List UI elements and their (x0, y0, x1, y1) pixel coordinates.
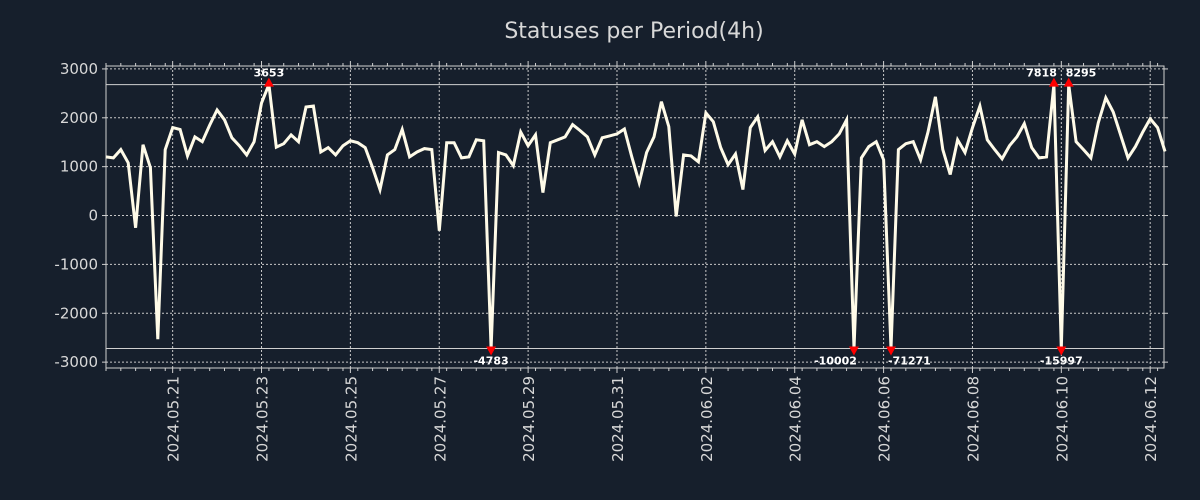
x-tick-label: 2024.06.10 (1053, 376, 1071, 462)
outlier-label: -15997 (1040, 354, 1083, 367)
x-tick-label: 2024.05.29 (520, 376, 538, 462)
y-tick-label: 3000 (60, 60, 98, 78)
outlier-label: 3653 (254, 67, 285, 80)
y-tick-label: 2000 (60, 109, 98, 127)
outlier-marker (848, 346, 859, 356)
series (105, 84, 1167, 349)
outlier-label: -71271 (888, 354, 931, 367)
outlier-label: -4783 (473, 354, 508, 367)
series-line (105, 84, 1167, 349)
y-tick-label: 1000 (60, 158, 98, 176)
outlier-marker (1056, 346, 1067, 356)
y-tick-label: -1000 (54, 255, 98, 273)
plot-frame (105, 65, 1165, 369)
x-tick-label: 2024.06.04 (787, 376, 805, 462)
x-tick-label: 2024.06.02 (698, 376, 716, 462)
outlier-marker (1063, 77, 1074, 87)
x-tick-label: 2024.06.12 (1142, 376, 1160, 462)
x-tick-label: 2024.05.25 (342, 376, 360, 462)
outlier-marker (486, 346, 497, 356)
x-tick-label: 2024.05.21 (165, 376, 183, 462)
outlier-label: 8295 (1066, 67, 1097, 80)
outlier-markers: 3653 -4783 -10002 -71271 7818 -15997 8295 (254, 67, 1097, 368)
y-tick-label: -3000 (54, 353, 98, 371)
x-tick-label: 2024.05.23 (254, 376, 272, 462)
grid (106, 66, 1164, 368)
y-tick-label: -2000 (54, 304, 98, 322)
x-tick-label: 2024.06.06 (876, 376, 894, 462)
chart-title: Statuses per Period(4h) (504, 19, 763, 44)
y-tick-label: 0 (88, 207, 98, 225)
outlier-marker (885, 346, 896, 356)
axes: 3000 2000 1000 0 -1000 -2000 -3000 2024.05.21 20… (54, 60, 1168, 462)
x-tick-label: 2024.05.27 (431, 376, 449, 462)
outlier-label: -10002 (814, 354, 857, 367)
outlier-marker (263, 77, 274, 87)
outlier-label: 7818 (1026, 67, 1057, 80)
x-tick-label: 2024.06.08 (964, 376, 982, 462)
x-tick-label: 2024.05.31 (609, 376, 627, 462)
outlier-marker (1048, 77, 1059, 87)
